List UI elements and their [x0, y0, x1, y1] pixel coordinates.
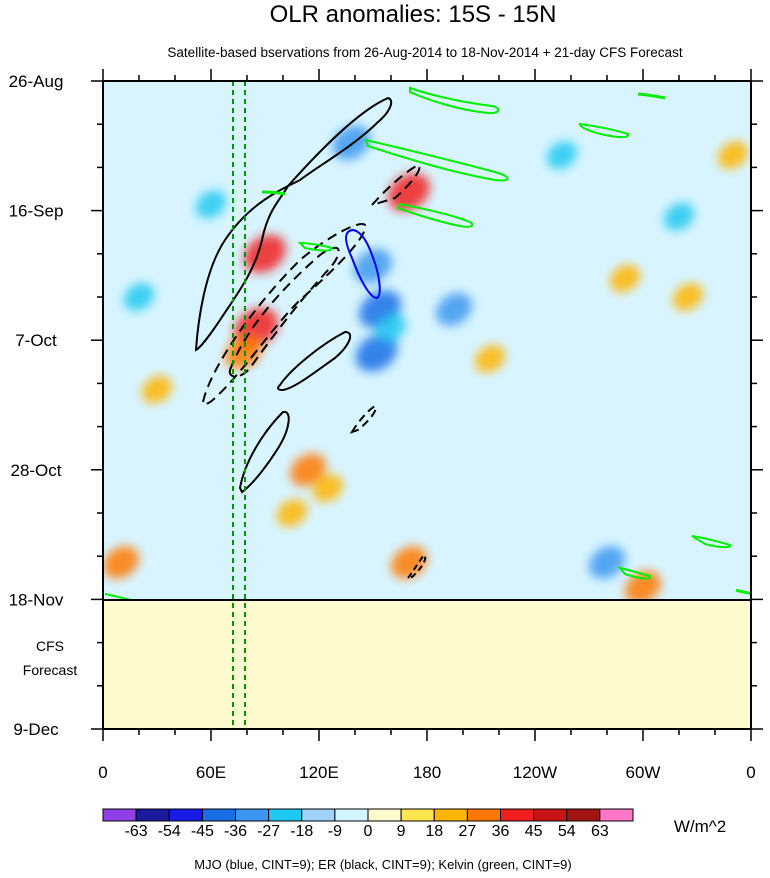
- colorbar-label: -54: [158, 823, 181, 840]
- colorbar-label: 0: [364, 823, 373, 840]
- anomaly-feature-17: [588, 545, 626, 579]
- footer-caption: MJO (blue, CINT=9); ER (black, CINT=9); …: [194, 857, 571, 872]
- colorbar-units: W/m^2: [674, 817, 726, 836]
- er-contour-long: [194, 183, 291, 352]
- forecast-label-line2: Forecast: [23, 662, 78, 678]
- colorbar-label: -36: [224, 823, 247, 840]
- colorbar-swatch: [466, 808, 501, 822]
- kelvin-contour-8: [691, 535, 732, 549]
- anomaly-feature-18: [624, 570, 662, 600]
- y-tick-label: 28-Oct: [10, 461, 61, 480]
- anomaly-feature-11: [312, 474, 344, 503]
- colorbar-swatch: [201, 808, 236, 822]
- heatmap-area: [102, 80, 752, 730]
- wave-contours: [104, 86, 751, 600]
- kelvin-contour-9: [637, 92, 666, 100]
- kelvin-contour-1: [364, 138, 509, 182]
- anomaly-feature-10: [290, 453, 327, 487]
- kelvin-contour-7: [617, 566, 652, 580]
- anomaly-feature-3: [353, 248, 393, 284]
- y-tick-label: 9-Dec: [13, 720, 59, 739]
- x-tick-label: 60E: [196, 763, 226, 782]
- colorbar-label: -27: [257, 823, 280, 840]
- x-tick-label: 120W: [513, 763, 557, 782]
- colorbar-label: 18: [425, 823, 443, 840]
- chart-title: OLR anomalies: 15S - 15N: [270, 1, 557, 28]
- er-contour-loop-1: [277, 330, 352, 392]
- anomaly-feature-25: [717, 141, 749, 169]
- anomaly-feature-22: [123, 283, 155, 311]
- x-tick-label: 180: [413, 763, 441, 782]
- er-contour-dashed-4: [349, 404, 377, 434]
- kelvin-contour-3: [396, 202, 474, 228]
- forecast-region: [103, 600, 751, 729]
- colorbar-swatch: [566, 808, 601, 822]
- kelvin-contour-5: [297, 241, 334, 252]
- anomaly-feature-21: [195, 190, 227, 219]
- anomaly-feature-2: [225, 335, 262, 370]
- x-tick-label: 120E: [299, 763, 339, 782]
- y-tick-label: 7-Oct: [15, 331, 57, 350]
- colorbar-swatch: [500, 808, 535, 822]
- anomaly-feature-24: [546, 141, 578, 169]
- colorbar-label: 36: [492, 823, 510, 840]
- colorbar-label: -63: [125, 823, 148, 840]
- colorbar-label: 54: [558, 823, 576, 840]
- kelvin-contour-6: [104, 593, 136, 600]
- anomaly-feature-8: [388, 173, 430, 212]
- mjo-contour: [344, 229, 381, 300]
- colorbar-swatch: [400, 808, 435, 822]
- anomaly-feature-20: [141, 375, 173, 404]
- anomaly-feature-19: [103, 545, 140, 579]
- er-contour-loop-2: [238, 410, 290, 494]
- anomaly-feature-23: [672, 283, 704, 311]
- x-tick-label: 0: [98, 763, 107, 782]
- colorbar-label: -45: [191, 823, 214, 840]
- colorbar-swatch: [367, 808, 402, 822]
- x-tick-label: 0: [746, 763, 755, 782]
- colorbar-label: -9: [328, 823, 342, 840]
- colorbar-label: 9: [397, 823, 406, 840]
- x-tick-label: 60W: [626, 763, 661, 782]
- anomaly-feature-15: [609, 264, 641, 293]
- anomaly-feature-13: [474, 344, 506, 373]
- heatmap-background: [103, 81, 751, 600]
- forecast-label-line1: CFS: [36, 638, 64, 654]
- kelvin-contour-4: [578, 122, 630, 139]
- colorbar-label: 63: [591, 823, 609, 840]
- er-contour-dashed-3: [368, 163, 421, 207]
- y-tick-label: 26-Aug: [9, 72, 64, 91]
- colorbar-swatch: [168, 808, 203, 822]
- kelvin-contour-2: [409, 86, 500, 115]
- anomaly-feature-14: [663, 202, 695, 231]
- colorbar-swatch: [599, 808, 634, 822]
- colorbar-swatch: [533, 808, 568, 822]
- colorbar-label: 45: [525, 823, 543, 840]
- y-tick-label: 18-Nov: [9, 590, 64, 609]
- colorbar-swatch: [135, 808, 170, 822]
- colorbar-swatch: [433, 808, 468, 822]
- anomaly-feature-9: [435, 292, 473, 326]
- colorbar-swatch: [268, 808, 303, 822]
- colorbar-swatch: [334, 808, 369, 822]
- y-axis: 26-Aug 16-Sep 7-Oct 28-Oct 18-Nov 9-Dec: [9, 72, 763, 739]
- anomaly-feature-16: [390, 545, 428, 579]
- colorbar-label: 27: [458, 823, 476, 840]
- x-axis: 0 60E 120E 180 120W 60W 0: [98, 69, 756, 782]
- chart-subtitle: Satellite-based bservations from 26-Aug-…: [167, 45, 682, 60]
- colorbar-swatch: [235, 808, 270, 822]
- colorbar-swatch: [102, 808, 137, 822]
- er-contour-positive: [287, 96, 393, 187]
- colorbar: -63 -54 -45 -36 -27 -18 -9 0 9 18 27 36 45 54 63: [102, 808, 634, 840]
- er-contour-dashed-2: [228, 246, 340, 378]
- colorbar-swatch: [301, 808, 336, 822]
- colorbar-label: -18: [290, 823, 313, 840]
- kelvin-contour-10: [261, 190, 286, 196]
- anomaly-feature-12: [276, 499, 308, 527]
- anomaly-feature-7: [375, 313, 407, 342]
- y-tick-label: 16-Sep: [9, 202, 64, 221]
- anomaly-feature-5: [355, 333, 398, 372]
